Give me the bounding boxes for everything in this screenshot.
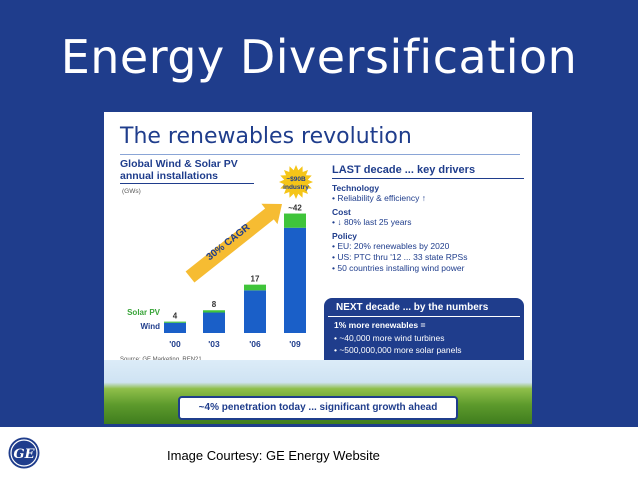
infographic-panel: The renewables revolution Global Wind & … <box>104 112 532 424</box>
chart-unit: (GWs) <box>122 188 141 195</box>
x-tick-label: '03 <box>208 339 220 349</box>
key-drivers: LAST decade ... key drivers Technology •… <box>332 164 524 274</box>
technology-item: • Reliability & efficiency ↑ <box>332 193 426 203</box>
bar-solar-1 <box>203 310 225 313</box>
next-decade-item: • ~500,000,000 more solar panels <box>334 345 462 355</box>
policy-item: • US: PTC thru '12 ... 33 state RPSs <box>332 252 468 262</box>
bar-total-label: 4 <box>173 312 178 321</box>
chart-title-rule <box>120 183 254 184</box>
panel-title: The renewables revolution <box>120 124 412 149</box>
badge-label-line: industry <box>283 184 309 191</box>
bar-solar-3 <box>284 213 306 228</box>
policy-item: • EU: 20% renewables by 2020 <box>332 241 450 251</box>
x-tick-label: '09 <box>289 339 301 349</box>
cost-label: Cost <box>332 207 351 217</box>
image-courtesy: Image Courtesy: GE Energy Website <box>167 448 380 463</box>
bar-total-label: 8 <box>212 300 217 309</box>
next-decade-heading: NEXT decade ... by the numbers <box>328 298 520 317</box>
bar-chart: 30% CAGR 4 '00 8 '03 17 '06 ~42 '09 Solar PV Wind ~… <box>127 165 313 349</box>
slide-title: Energy Diversification <box>60 30 578 84</box>
cagr-arrow <box>185 203 282 283</box>
next-decade-sub: 1% more renewables = <box>334 320 426 330</box>
ge-logo: GE <box>8 437 40 469</box>
bar-solar-2 <box>244 284 266 291</box>
bar-wind-3 <box>284 227 306 333</box>
next-decade-item: • ~40,000 more wind turbines <box>334 333 445 343</box>
bar-wind-1 <box>203 312 225 333</box>
bar-total-label: 17 <box>251 275 260 284</box>
svg-text:GE: GE <box>13 447 35 462</box>
policy-item: • 50 countries installing wind power <box>332 263 465 273</box>
penetration-banner: ~4% penetration today ... significant gr… <box>178 396 458 420</box>
chart-title: Global Wind & Solar PV annual installati… <box>120 158 238 182</box>
bar-solar-0 <box>164 321 186 323</box>
cost-item: • ↓ 80% last 25 years <box>332 217 412 227</box>
industry-badge <box>279 165 313 199</box>
policy-label: Policy <box>332 231 358 241</box>
bar-wind-2 <box>244 290 266 333</box>
title-rule <box>120 154 520 155</box>
series-label-solar: Solar PV <box>127 308 161 317</box>
technology-label: Technology <box>332 183 380 193</box>
x-tick-label: '06 <box>249 339 261 349</box>
bar-total-label: ~42 <box>288 204 302 213</box>
drivers-heading: LAST decade ... key drivers <box>332 164 524 179</box>
series-label-wind: Wind <box>141 322 161 331</box>
x-tick-label: '00 <box>169 339 181 349</box>
badge-label-line: ~$90B <box>286 176 306 183</box>
cagr-label: 30% CAGR <box>205 222 253 264</box>
bar-wind-0 <box>164 322 186 333</box>
